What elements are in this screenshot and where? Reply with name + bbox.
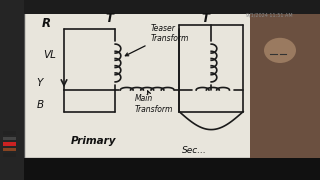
Text: Y: Y: [37, 78, 43, 88]
Text: T: T: [202, 12, 210, 25]
Text: VL: VL: [43, 50, 56, 60]
Text: R: R: [42, 17, 51, 30]
Text: Sec...: Sec...: [182, 146, 207, 155]
FancyBboxPatch shape: [3, 142, 16, 146]
FancyBboxPatch shape: [250, 14, 320, 158]
Ellipse shape: [264, 38, 296, 63]
FancyBboxPatch shape: [3, 148, 16, 151]
FancyBboxPatch shape: [3, 131, 16, 135]
FancyBboxPatch shape: [3, 137, 16, 140]
Text: Primary: Primary: [70, 136, 116, 146]
FancyBboxPatch shape: [0, 0, 24, 180]
Text: Main
Transform: Main Transform: [134, 91, 173, 114]
Text: Teaser
Transform: Teaser Transform: [125, 24, 189, 56]
FancyBboxPatch shape: [3, 153, 16, 157]
Text: B: B: [37, 100, 44, 110]
Text: 9/1/2024 11:51 AM: 9/1/2024 11:51 AM: [246, 12, 293, 17]
FancyBboxPatch shape: [24, 11, 254, 158]
Text: T: T: [106, 12, 114, 25]
FancyBboxPatch shape: [0, 158, 320, 180]
FancyBboxPatch shape: [0, 0, 320, 14]
